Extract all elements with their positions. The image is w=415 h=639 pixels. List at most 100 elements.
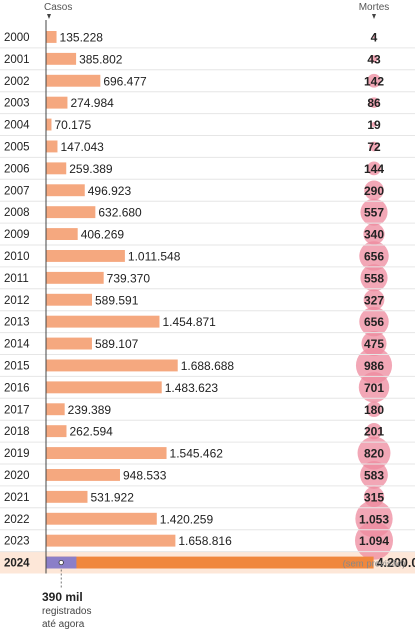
deaths-value-label: 180 — [364, 403, 384, 417]
year-label: 2010 — [4, 251, 30, 263]
year-label: 2000 — [4, 32, 30, 44]
deaths-value-label: 558 — [364, 271, 384, 285]
cases-header-arrow — [47, 14, 51, 19]
registered-label-line2: até agora — [42, 619, 85, 630]
cases-bar — [46, 97, 67, 109]
year-label: 2003 — [4, 98, 30, 110]
cases-value-label: 1.545.462 — [170, 447, 224, 461]
year-label: 2014 — [4, 339, 30, 351]
cases-bar — [46, 425, 66, 437]
deaths-header: Mortes — [359, 2, 390, 13]
deaths-value-label: 701 — [364, 381, 384, 395]
registered-marker — [59, 560, 63, 564]
cases-value-label: 147.043 — [60, 140, 104, 154]
year-label: 2013 — [4, 317, 30, 329]
year-label: 2012 — [4, 295, 30, 307]
year-label: 2024 — [4, 558, 30, 570]
cases-value-label: 385.802 — [79, 52, 123, 66]
deaths-value-label: 475 — [364, 337, 384, 351]
year-label: 2009 — [4, 229, 30, 241]
year-label: 2023 — [4, 536, 30, 548]
cases-bar — [46, 360, 178, 372]
cases-bar — [46, 491, 87, 503]
deaths-value-label: 201 — [364, 425, 384, 439]
cases-bar — [46, 250, 125, 262]
deaths-value-label: 142 — [364, 74, 384, 88]
cases-header: Casos — [44, 2, 72, 13]
registered-value-label: 390 mil — [42, 590, 83, 604]
deaths-value-label: 290 — [364, 184, 384, 198]
year-label: 2002 — [4, 76, 30, 88]
cases-value-label: 531.922 — [90, 490, 134, 504]
deaths-value-label: 986 — [364, 359, 384, 373]
deaths-header-arrow — [372, 14, 376, 19]
cases-bar — [46, 272, 104, 284]
cases-bar — [46, 469, 120, 481]
deaths-value-label: 557 — [364, 206, 384, 220]
year-label: 2011 — [4, 273, 29, 285]
cases-value-label: 739.370 — [107, 271, 151, 285]
year-label: 2020 — [4, 470, 30, 482]
cases-value-label: 1.483.623 — [165, 381, 219, 395]
year-label: 2004 — [4, 120, 30, 132]
cases-bar — [46, 119, 51, 131]
year-label: 2016 — [4, 382, 30, 394]
cases-value-label: 239.389 — [68, 403, 112, 417]
year-label: 2005 — [4, 141, 30, 153]
cases-value-label: 1.011.548 — [128, 249, 181, 263]
cases-value-label: 1.454.871 — [162, 315, 216, 329]
deaths-value-label: 19 — [367, 118, 381, 132]
cases-bar — [46, 53, 76, 65]
cases-bar — [46, 228, 78, 240]
cases-bar — [46, 403, 65, 415]
year-label: 2017 — [4, 404, 30, 416]
cases-bar — [46, 338, 92, 350]
cases-bar — [46, 162, 66, 174]
cases-value-label: 1.658.816 — [178, 534, 232, 548]
deaths-value-label: 144 — [364, 162, 384, 176]
deaths-no-forecast-label: (sem previsão) — [343, 559, 406, 570]
cases-value-label: 948.533 — [123, 468, 167, 482]
year-label: 2018 — [4, 426, 30, 438]
cases-bar — [46, 141, 57, 153]
cases-bar — [46, 513, 157, 525]
cases-bar — [46, 557, 374, 569]
deaths-value-label: 340 — [364, 228, 384, 242]
deaths-value-label: 656 — [364, 315, 384, 329]
deaths-value-label: 315 — [364, 490, 384, 504]
deaths-value-label: 1.094 — [359, 534, 389, 548]
year-label: 2007 — [4, 185, 30, 197]
cases-value-label: 70.175 — [54, 118, 91, 132]
cases-value-label: 1.688.688 — [181, 359, 235, 373]
deaths-value-label: 43 — [367, 52, 381, 66]
cases-bar — [46, 31, 57, 43]
cases-value-label: 632.680 — [98, 206, 142, 220]
deaths-value-label: 656 — [364, 249, 384, 263]
cases-value-label: 259.389 — [69, 162, 113, 176]
cases-value-label: 1.420.259 — [160, 512, 214, 526]
cases-value-label: 589.107 — [95, 337, 139, 351]
year-label: 2006 — [4, 163, 30, 175]
cases-value-label: 496.923 — [88, 184, 132, 198]
cases-bar — [46, 535, 175, 547]
registered-label-line1: registrados — [42, 606, 91, 617]
cases-value-label: 262.594 — [69, 425, 113, 439]
year-label: 2021 — [4, 492, 30, 504]
deaths-value-label: 327 — [364, 293, 384, 307]
cases-bar — [46, 381, 162, 393]
cases-value-label: 589.591 — [95, 293, 139, 307]
cases-bar — [46, 184, 85, 196]
year-label: 2015 — [4, 360, 30, 372]
year-label: 2022 — [4, 514, 30, 526]
cases-value-label: 135.228 — [60, 30, 104, 44]
cases-bar — [46, 294, 92, 306]
cases-value-label: 696.477 — [103, 74, 147, 88]
year-label: 2008 — [4, 207, 30, 219]
cases-bar — [46, 206, 95, 218]
deaths-value-label: 1.053 — [359, 512, 389, 526]
deaths-value-label: 820 — [364, 447, 384, 461]
year-label: 2019 — [4, 448, 30, 460]
cases-bar — [46, 316, 159, 328]
year-label: 2001 — [4, 54, 30, 66]
